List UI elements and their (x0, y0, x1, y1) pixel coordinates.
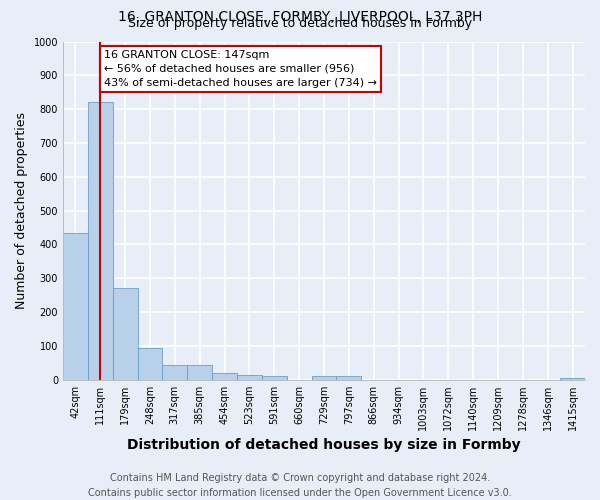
Bar (113, 288, 137, 380)
Text: 16, GRANTON CLOSE, FORMBY, LIVERPOOL, L37 3PH: 16, GRANTON CLOSE, FORMBY, LIVERPOOL, L3… (118, 10, 482, 24)
Bar (560, 378, 585, 380)
Bar (163, 364, 187, 380)
Bar (63, 232, 88, 380)
X-axis label: Distribution of detached houses by size in Formby: Distribution of detached houses by size … (127, 438, 521, 452)
Text: Contains HM Land Registry data © Crown copyright and database right 2024.
Contai: Contains HM Land Registry data © Crown c… (88, 472, 512, 498)
Bar (88, 102, 113, 380)
Bar (262, 376, 287, 380)
Bar (237, 374, 262, 380)
Y-axis label: Number of detached properties: Number of detached properties (15, 112, 28, 309)
Bar (212, 373, 237, 380)
Bar (187, 366, 212, 380)
Text: 16 GRANTON CLOSE: 147sqm
← 56% of detached houses are smaller (956)
43% of semi-: 16 GRANTON CLOSE: 147sqm ← 56% of detach… (104, 50, 377, 88)
Bar (337, 376, 361, 380)
Bar (137, 348, 163, 380)
Bar (311, 376, 337, 380)
Text: Size of property relative to detached houses in Formby: Size of property relative to detached ho… (128, 18, 472, 30)
